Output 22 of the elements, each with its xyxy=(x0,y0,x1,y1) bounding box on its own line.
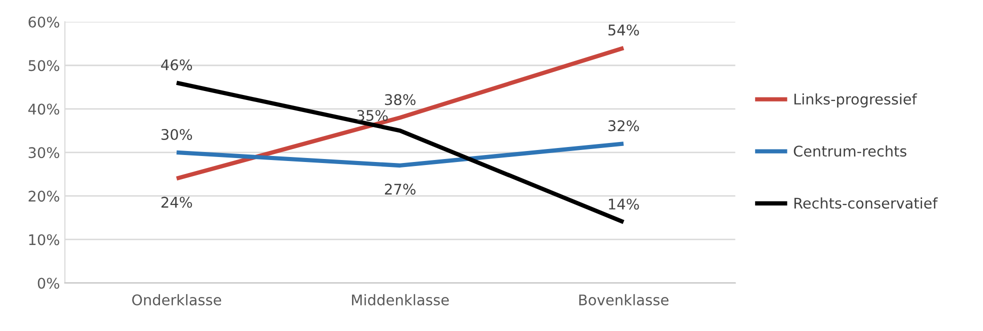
legend-label: Centrum-rechts xyxy=(794,145,906,157)
legend-label: Rechts-conservatief xyxy=(794,197,938,209)
x-tick-label: Bovenklasse xyxy=(579,294,668,306)
y-tick-label: 60% xyxy=(28,16,60,28)
data-label: 24% xyxy=(161,196,192,208)
data-label: 30% xyxy=(162,128,192,140)
data-label: 27% xyxy=(384,184,416,195)
x-tick-label: Middenklasse xyxy=(352,294,449,306)
data-label: 35% xyxy=(357,110,388,122)
legend-label: Links-progressief xyxy=(794,93,918,108)
x-tick-label: Onderklasse xyxy=(132,294,222,306)
data-label: 32% xyxy=(608,120,639,132)
y-tick-label: 50% xyxy=(28,60,60,72)
data-label: 46% xyxy=(161,59,192,70)
data-label: 54% xyxy=(608,24,639,36)
y-tick-label: 20% xyxy=(28,190,60,202)
y-tick-label: 40% xyxy=(28,104,60,115)
y-tick-label: 0% xyxy=(38,278,60,289)
y-tick-label: 30% xyxy=(28,147,60,158)
y-tick-label: 10% xyxy=(29,234,60,246)
data-label: 38% xyxy=(384,94,416,106)
data-label: 14% xyxy=(608,198,639,210)
